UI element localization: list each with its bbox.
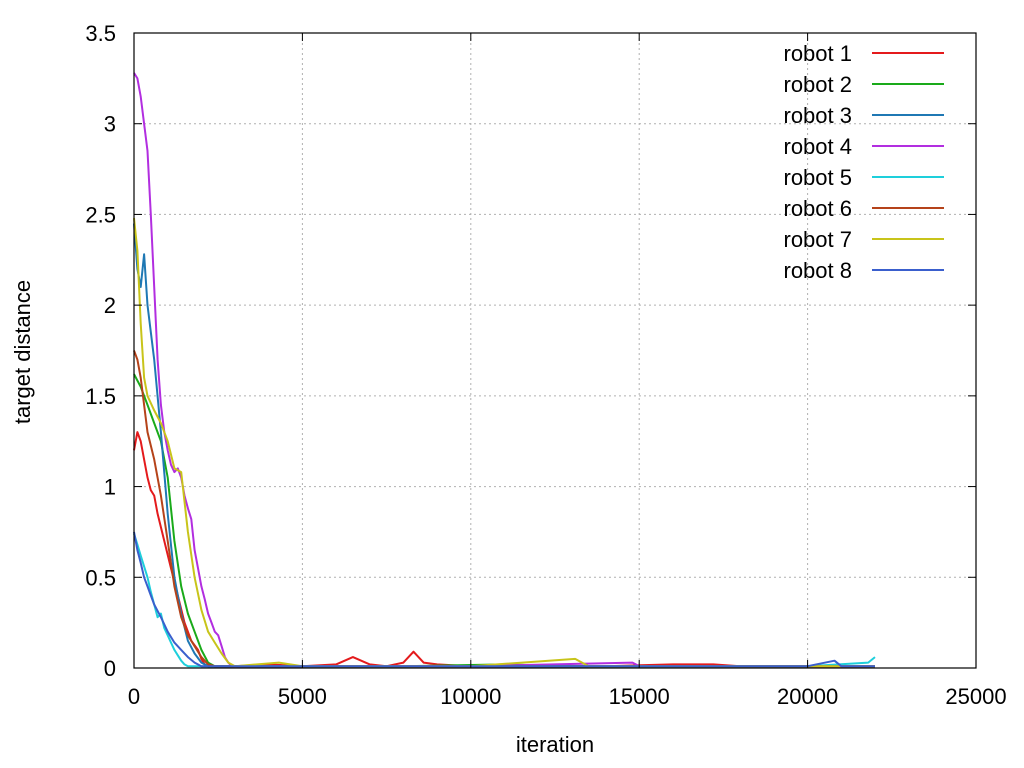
series-lines <box>133 72 876 668</box>
series-line-robot-2 <box>133 373 875 668</box>
legend: robot 1 robot 2 robot 3 robot 4 robot 5 robot… <box>784 41 944 283</box>
y-axis-label: target distance <box>10 280 35 424</box>
x-tick-label: 20000 <box>777 684 838 709</box>
grid <box>134 33 976 668</box>
series-line-robot-6 <box>133 350 875 668</box>
y-tick-label: 3 <box>104 112 116 137</box>
series-line-robot-8 <box>133 531 875 668</box>
y-tick-label: 2 <box>104 293 116 318</box>
plot-frame <box>133 32 977 669</box>
legend-label: robot 3 <box>784 103 853 128</box>
legend-label: robot 4 <box>784 134 853 159</box>
y-tick-label: 2.5 <box>85 202 116 227</box>
x-tick-label: 15000 <box>609 684 670 709</box>
y-tick-label: 1 <box>104 475 116 500</box>
x-tick-label: 10000 <box>440 684 501 709</box>
y-tick-label: 1.5 <box>85 384 116 409</box>
axis-ticks: 0 5000 10000 15000 20000 25000 0 0.5 1 1.5 2 2.5 3 3.… <box>85 21 1006 709</box>
x-tick-label: 0 <box>128 684 140 709</box>
y-tick-label: 3.5 <box>85 21 116 46</box>
series-line-robot-1 <box>133 431 875 668</box>
legend-label: robot 2 <box>784 72 853 97</box>
legend-label: robot 1 <box>784 41 853 66</box>
legend-label: robot 5 <box>784 165 853 190</box>
series-line-robot-3 <box>133 223 875 668</box>
legend-label: robot 6 <box>784 196 853 221</box>
y-tick-label: 0 <box>104 656 116 681</box>
y-tick-label: 0.5 <box>85 565 116 590</box>
x-tick-label: 25000 <box>945 684 1006 709</box>
legend-label: robot 7 <box>784 227 853 252</box>
x-axis-label: iteration <box>516 732 594 757</box>
series-line-robot-5 <box>133 533 876 668</box>
series-line-robot-7 <box>133 217 875 668</box>
legend-label: robot 8 <box>784 258 853 283</box>
x-tick-label: 5000 <box>278 684 327 709</box>
